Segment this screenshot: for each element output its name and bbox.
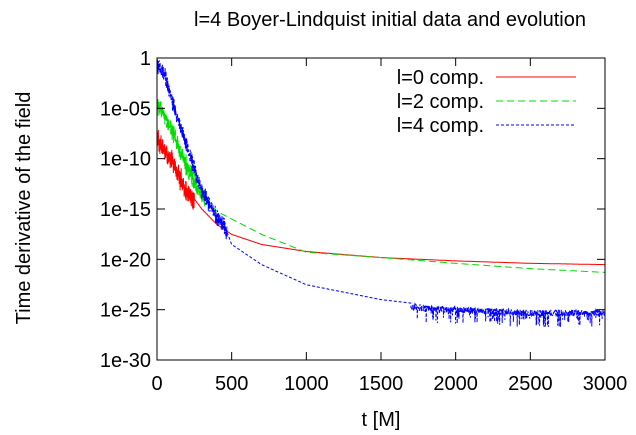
series-line-2 (157, 97, 605, 273)
y-tick-label: 1e-30 (100, 350, 151, 372)
x-tick-label: 0 (151, 373, 162, 395)
x-tick-label: 1500 (359, 373, 404, 395)
x-axis-title: t [M] (362, 409, 401, 431)
y-tick-label: 1e-10 (100, 149, 151, 171)
series-line-1 (157, 129, 605, 266)
y-tick-label: 1 (140, 48, 151, 70)
y-tick-label: 1e-20 (100, 249, 151, 271)
x-tick-label: 1000 (284, 373, 329, 395)
x-tick-label: 2000 (433, 373, 478, 395)
legend-label-1: l=0 comp. (397, 67, 484, 89)
y-tick-label: 1e-15 (100, 199, 151, 221)
legend-label-2: l=2 comp. (397, 91, 484, 113)
y-tick-label: 1e-25 (100, 300, 151, 322)
legend-label-3: l=4 comp. (397, 115, 484, 137)
chart-title: l=4 Boyer-Lindquist initial data and evo… (194, 9, 586, 31)
x-tick-label: 2500 (508, 373, 553, 395)
x-tick-label: 3000 (583, 373, 628, 395)
series-line-3 (157, 58, 605, 328)
x-tick-label: 500 (215, 373, 248, 395)
y-axis-title: Time derivative of the field (13, 92, 35, 325)
y-tick-label: 1e-05 (100, 98, 151, 120)
